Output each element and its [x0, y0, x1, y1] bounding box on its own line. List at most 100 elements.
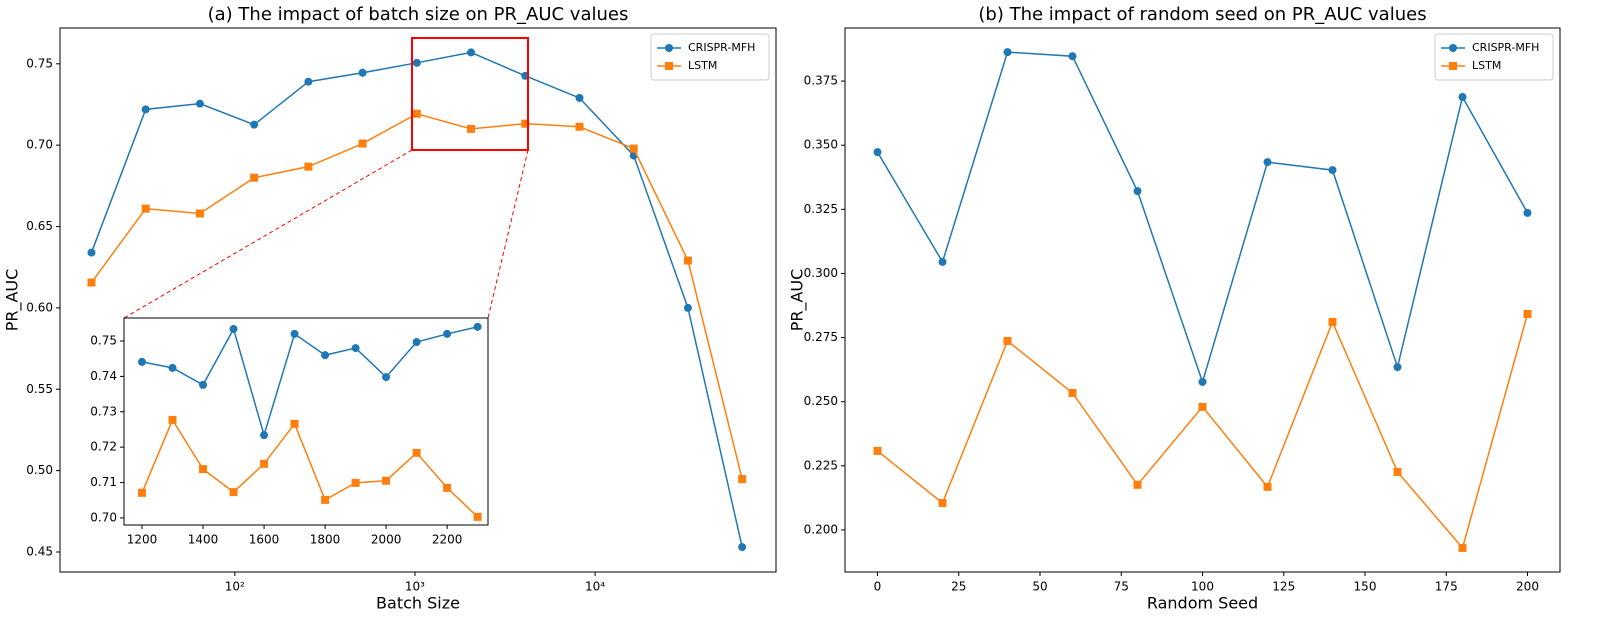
marker: [738, 543, 747, 552]
marker: [1198, 402, 1207, 411]
x-axis-label: Batch Size: [376, 594, 460, 613]
marker: [467, 48, 476, 57]
marker: [260, 459, 269, 468]
marker: [1263, 158, 1272, 167]
marker: [321, 495, 330, 504]
marker: [321, 351, 330, 360]
x-tick-label: 200: [1516, 580, 1539, 594]
marker: [1393, 467, 1402, 476]
y-tick-label: 0.250: [804, 394, 838, 408]
marker: [199, 465, 208, 474]
y-tick-label: 0.74: [90, 369, 117, 383]
plot-frame: [123, 317, 489, 526]
marker: [199, 380, 208, 389]
marker: [683, 303, 692, 312]
marker: [473, 512, 482, 521]
marker: [138, 488, 147, 497]
x-tick-label: 25: [951, 580, 966, 594]
marker: [351, 344, 360, 353]
marker: [304, 162, 313, 171]
panel: 0.200 0.225 0.250 0.275 0.300 0.325 0.350 0.375…: [788, 4, 1561, 613]
legend-box: [1434, 33, 1554, 81]
marker: [290, 329, 299, 338]
y-tick-label: 0.72: [90, 440, 117, 454]
marker: [412, 338, 421, 347]
marker: [1263, 482, 1272, 491]
marker: [290, 419, 299, 428]
marker: [412, 109, 421, 118]
y-tick-label: 0.45: [26, 544, 53, 558]
marker: [87, 278, 96, 287]
marker: [1133, 187, 1142, 196]
zoom-connector: [487, 149, 529, 319]
marker: [629, 144, 638, 153]
x-tick-label: 50: [1032, 580, 1047, 594]
marker: [738, 475, 747, 484]
plot-frame: [59, 27, 777, 573]
marker: [138, 357, 147, 366]
marker: [1393, 363, 1402, 372]
marker: [304, 77, 313, 86]
y-tick-label: 0.50: [26, 463, 53, 477]
x-tick-label: 175: [1435, 580, 1458, 594]
y-axis-label: PR_AUC: [3, 269, 23, 332]
marker: [1068, 52, 1077, 61]
x-tick-label: 10³: [405, 580, 425, 594]
marker: [412, 448, 421, 457]
marker: [1003, 48, 1012, 57]
x-tick-label: 2200: [432, 533, 463, 547]
marker: [873, 446, 882, 455]
y-tick-label: 0.73: [90, 404, 117, 418]
marker: [575, 122, 584, 131]
y-tick-label: 0.75: [90, 334, 117, 348]
legend-marker: [1449, 44, 1457, 52]
y-tick-label: 0.65: [26, 219, 53, 233]
marker: [873, 148, 882, 157]
x-tick-label: 1200: [127, 533, 158, 547]
legend-marker: [1449, 62, 1457, 70]
series-line: [141, 326, 478, 438]
legend-marker: [665, 44, 673, 52]
y-tick-label: 0.55: [26, 382, 53, 396]
legend-box: [650, 33, 770, 81]
marker: [1328, 317, 1337, 326]
y-tick-label: 0.375: [804, 74, 838, 88]
x-tick-label: 0: [874, 580, 882, 594]
x-tick-label: 10⁴: [585, 580, 605, 594]
marker: [1068, 388, 1077, 397]
x-tick-label: 10²: [225, 580, 245, 594]
marker: [260, 431, 269, 440]
marker: [168, 363, 177, 372]
marker: [467, 124, 476, 133]
y-tick-label: 0.325: [804, 202, 838, 216]
y-tick-label: 0.300: [804, 266, 838, 280]
marker: [141, 204, 150, 213]
marker: [229, 324, 238, 333]
y-tick-label: 0.75: [26, 56, 53, 70]
x-tick-label: 1400: [188, 533, 219, 547]
marker: [683, 256, 692, 265]
marker: [938, 499, 947, 508]
y-tick-label: 0.200: [804, 522, 838, 536]
x-tick-label: 2000: [371, 533, 402, 547]
y-tick-label: 0.71: [90, 475, 117, 489]
y-tick-label: 0.350: [804, 138, 838, 152]
zoom-box: [411, 37, 529, 151]
marker: [1523, 208, 1532, 217]
y-tick-label: 0.70: [90, 510, 117, 524]
y-axis-label: PR_AUC: [788, 269, 808, 332]
marker: [195, 209, 204, 218]
legend-label: CRISPR-MFH: [1472, 41, 1539, 54]
marker: [1003, 336, 1012, 345]
marker: [473, 322, 482, 331]
legend-label: LSTM: [688, 59, 717, 72]
y-tick-label: 0.70: [26, 138, 53, 152]
y-tick-label: 0.225: [804, 458, 838, 472]
x-tick-label: 150: [1354, 580, 1377, 594]
plot-area: [124, 318, 488, 525]
legend-label: CRISPR-MFH: [688, 41, 755, 54]
marker: [1133, 480, 1142, 489]
marker: [168, 415, 177, 424]
marker: [250, 120, 259, 129]
